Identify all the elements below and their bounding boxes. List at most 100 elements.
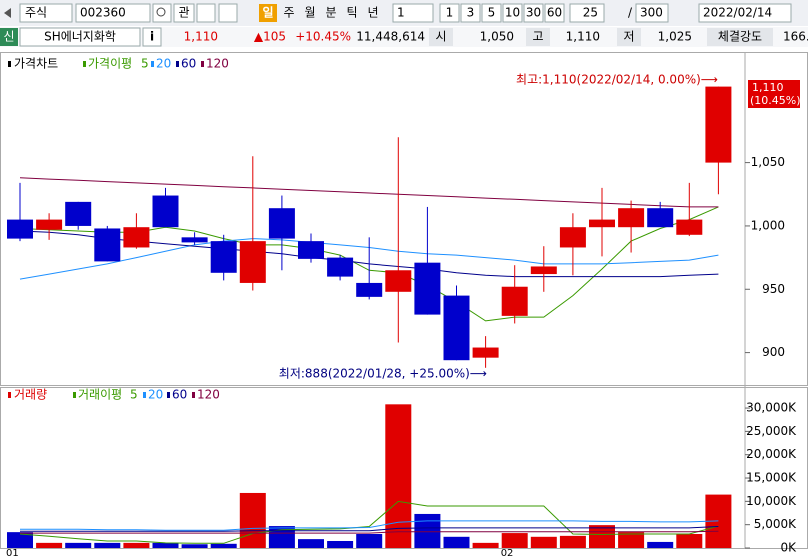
legend-swatch (201, 61, 204, 67)
volume-bar (676, 534, 703, 548)
strength-label: 체결강도 (718, 30, 762, 44)
legend-title: 가격차트 (14, 57, 58, 71)
minute-button[interactable] (523, 3, 544, 23)
legend-swatch (8, 392, 11, 398)
volume-bar (239, 492, 266, 548)
low: 1,025 (658, 30, 692, 44)
candle-body (530, 266, 557, 275)
link-button[interactable] (196, 3, 216, 23)
period[interactable]: 일 (262, 6, 273, 20)
quote-bar (0, 27, 808, 47)
candle-body (298, 241, 324, 259)
badge: 신 (3, 30, 14, 44)
date: 2022/02/14 (703, 6, 772, 20)
volume-bar (589, 525, 615, 548)
count-input[interactable] (569, 3, 605, 23)
last-rate: (10.45%) (750, 94, 801, 107)
minute-button[interactable] (439, 3, 460, 23)
ma-line (19, 500, 719, 544)
spin-button[interactable] (218, 3, 238, 23)
candle-body (239, 241, 266, 283)
period[interactable]: 분 (325, 6, 336, 20)
legend-swatch (8, 61, 11, 67)
minute-button[interactable] (481, 3, 502, 23)
legend-swatch (192, 392, 195, 398)
ma-line (20, 520, 719, 531)
stock-name: SH에너지화학 (44, 30, 116, 44)
candle-body (559, 227, 586, 248)
period[interactable]: 주 (283, 6, 294, 20)
y-tick-label: 1,050 (751, 155, 785, 169)
strength-box (707, 28, 773, 46)
menu-icon[interactable] (4, 8, 11, 18)
y-tick-label: 5,000K (754, 517, 797, 531)
legend-entry: 5 (130, 388, 138, 402)
volume-bar (443, 536, 470, 548)
low-box (617, 28, 641, 46)
candle-body (36, 219, 63, 230)
volume-bar (647, 541, 674, 548)
market: 주식 (25, 6, 47, 20)
last-price: 1,110 (752, 81, 784, 94)
minute: 10 (505, 6, 520, 20)
period[interactable]: 년 (367, 6, 378, 20)
candle-body (123, 227, 150, 248)
legend-title: 거래량 (14, 388, 47, 402)
annotation: 최고:1,110(2022/02/14, 0.00%)⟶ (516, 73, 718, 87)
volume-bar (530, 536, 557, 548)
info-button[interactable] (142, 27, 162, 47)
strength: 166. (783, 30, 808, 44)
legend-swatch (83, 61, 86, 67)
high-box (526, 28, 550, 46)
total-input[interactable] (635, 3, 669, 23)
change: ▲105 (254, 30, 286, 44)
minute-button[interactable] (460, 3, 481, 23)
y-tick-label: 25,000K (746, 424, 797, 438)
period[interactable]: 틱 (346, 6, 357, 20)
x-tick-label: 01 (6, 548, 19, 558)
high: 1,110 (566, 30, 600, 44)
watch-button[interactable] (173, 3, 195, 23)
low-label: 저 (623, 30, 634, 44)
period-active[interactable] (259, 4, 277, 22)
y-tick-label: 1,000 (751, 218, 785, 232)
candle-body (501, 286, 528, 316)
total: 300 (640, 6, 663, 20)
code: 002360 (80, 6, 126, 20)
candle-body (152, 195, 179, 228)
market-select[interactable] (19, 3, 73, 23)
volume-bar (7, 532, 33, 548)
period[interactable]: 월 (304, 6, 315, 20)
legend-entry: 120 (197, 388, 220, 402)
minute-button[interactable] (502, 3, 523, 23)
open: 1,050 (480, 30, 514, 44)
candle-body (385, 270, 412, 292)
volume-bar (181, 544, 208, 548)
last-price-box (748, 80, 800, 108)
minute: 60 (547, 6, 562, 20)
y-tick-label: 10,000K (746, 494, 797, 508)
code-input[interactable] (75, 3, 151, 23)
separator: / (628, 6, 633, 20)
date-input[interactable] (698, 3, 792, 23)
minute: 30 (526, 6, 541, 20)
x-tick-label: 02 (501, 548, 514, 558)
interval-select[interactable] (392, 3, 434, 23)
volume-bar (385, 404, 412, 548)
search-button[interactable] (152, 3, 172, 23)
open-box (429, 28, 453, 46)
y-tick-label: 950 (762, 282, 785, 296)
volume-bar (36, 542, 63, 548)
legend-ma: 거래이평 (78, 388, 122, 402)
ma-line (20, 530, 719, 534)
volume-bar (356, 534, 383, 548)
minute-button[interactable] (544, 3, 565, 23)
volume-bar (210, 543, 237, 548)
legend-swatch (73, 392, 76, 398)
candle-body (676, 219, 703, 235)
volume-bar (65, 542, 92, 548)
candle-body (65, 201, 92, 226)
count: 25 (583, 6, 598, 20)
